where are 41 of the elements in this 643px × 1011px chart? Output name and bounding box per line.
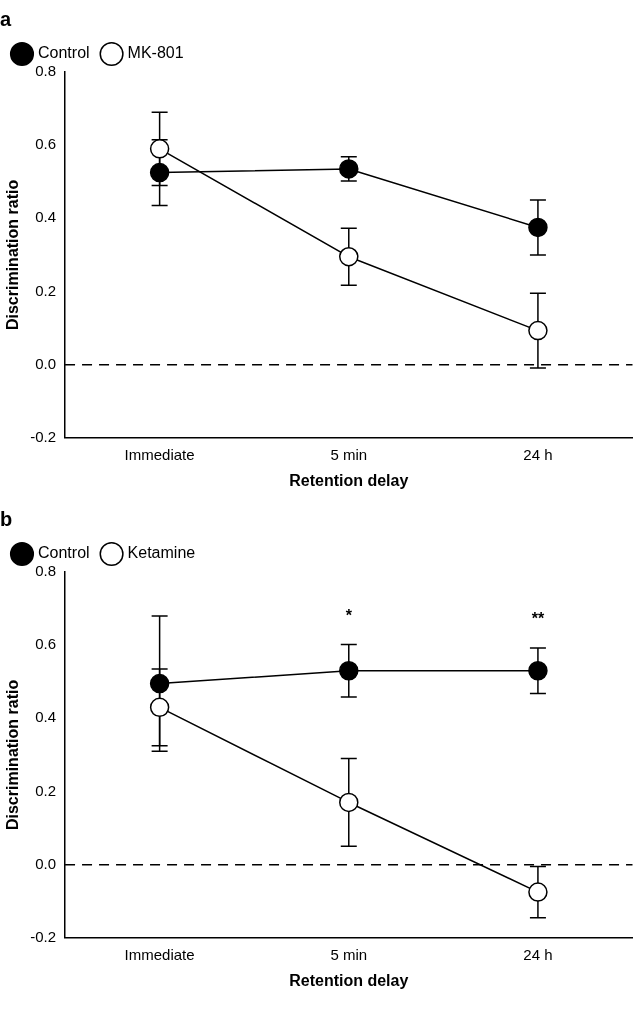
chart-title: a bbox=[0, 7, 12, 30]
point bbox=[339, 661, 359, 681]
y-tick-label: 0.4 bbox=[35, 708, 57, 726]
chart-title: b bbox=[0, 507, 13, 530]
point bbox=[339, 246, 359, 267]
legend-label: Control bbox=[38, 44, 90, 62]
y-tick-label: 0.0 bbox=[35, 854, 57, 872]
y-tick-label: -0.2 bbox=[30, 427, 57, 445]
x-tick-label: 5 min bbox=[330, 945, 368, 963]
point bbox=[149, 162, 170, 183]
point bbox=[528, 661, 548, 681]
y-tick-label: 0.0 bbox=[35, 354, 57, 372]
point bbox=[528, 320, 548, 341]
y-tick-label: -0.2 bbox=[30, 927, 57, 945]
annotation: * bbox=[345, 606, 353, 624]
x-tick-label: 5 min bbox=[330, 445, 368, 463]
point bbox=[528, 882, 548, 902]
y-axis-title: Discrimination ratio bbox=[4, 179, 22, 331]
x-tick-label: Immediate bbox=[124, 945, 195, 963]
legend-label: MK-801 bbox=[127, 44, 184, 62]
y-axis-title: Discrimination ratio bbox=[4, 679, 22, 831]
point bbox=[149, 673, 170, 694]
x-tick-label: 24 h bbox=[523, 945, 553, 963]
x-axis-title: Retention delay bbox=[289, 971, 409, 989]
y-tick-label: 0.4 bbox=[35, 208, 57, 226]
x-tick-label: 24 h bbox=[523, 445, 553, 463]
point bbox=[528, 217, 548, 238]
legend-label: Ketamine bbox=[127, 544, 196, 562]
y-tick-label: 0.8 bbox=[35, 62, 57, 80]
y-tick-label: 0.2 bbox=[35, 281, 57, 299]
y-tick-label: 0.6 bbox=[35, 635, 57, 653]
x-axis-title: Retention delay bbox=[289, 471, 409, 489]
legend-label: Control bbox=[38, 544, 90, 562]
y-tick-label: 0.6 bbox=[35, 135, 57, 153]
point bbox=[149, 697, 170, 718]
y-tick-label: 0.8 bbox=[35, 562, 57, 580]
point bbox=[149, 139, 170, 159]
x-tick-label: Immediate bbox=[124, 445, 195, 463]
y-tick-label: 0.2 bbox=[35, 781, 57, 799]
annotation: ** bbox=[531, 610, 545, 628]
point bbox=[339, 792, 359, 813]
